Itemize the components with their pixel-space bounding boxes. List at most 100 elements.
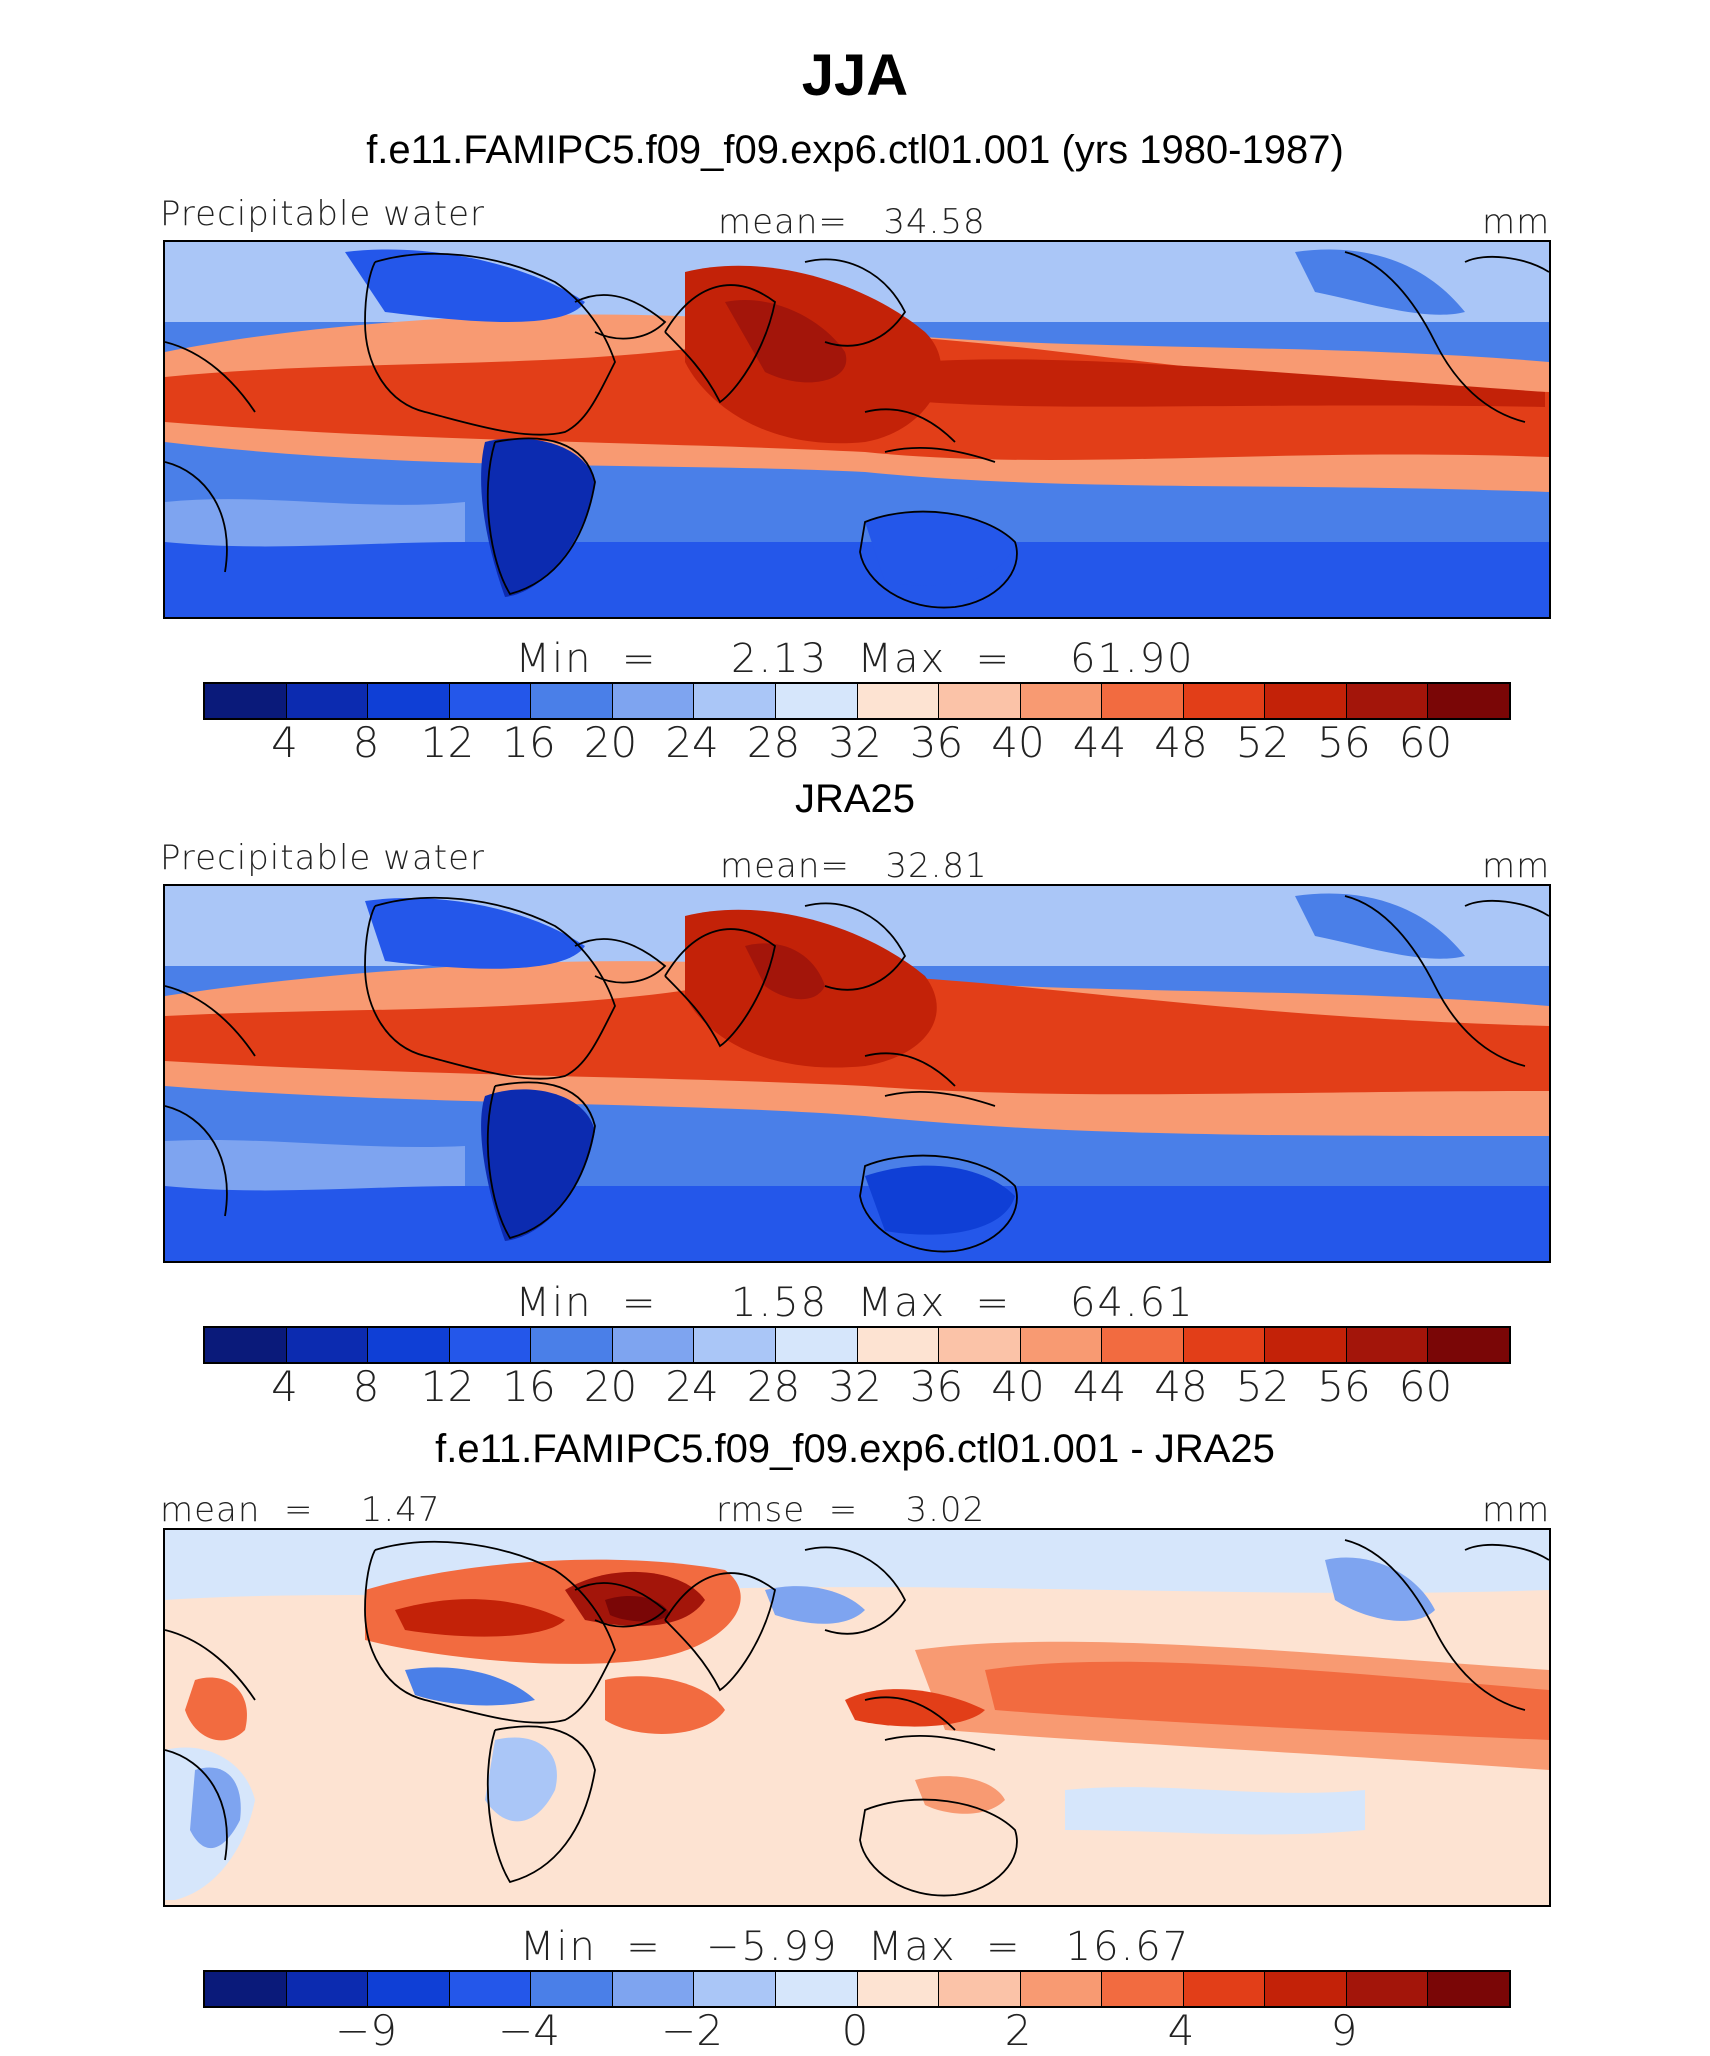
colorbar-tick-label: 56 bbox=[1317, 718, 1371, 767]
panel-3-colorbar bbox=[203, 1970, 1511, 2008]
colorbar-segment bbox=[1020, 684, 1103, 718]
colorbar-segment bbox=[775, 1328, 858, 1362]
colorbar-segment bbox=[531, 684, 613, 718]
colorbar-segment bbox=[939, 1972, 1021, 2006]
colorbar-tick-label: 28 bbox=[746, 1362, 801, 1411]
colorbar-tick-label: 4 bbox=[1167, 2006, 1195, 2055]
colorbar-tick-label: 12 bbox=[420, 1362, 475, 1411]
colorbar-segment bbox=[694, 684, 776, 718]
colorbar-tick-label: 12 bbox=[420, 718, 475, 767]
colorbar-segment bbox=[612, 684, 695, 718]
colorbar-tick-label: 44 bbox=[1072, 718, 1127, 767]
colorbar-segment bbox=[205, 1972, 287, 2006]
colorbar-tick-label: 40 bbox=[991, 718, 1045, 767]
colorbar-tick-label: 40 bbox=[991, 1362, 1045, 1411]
panel-2-field bbox=[165, 886, 1549, 1261]
colorbar-segment bbox=[286, 684, 369, 718]
colorbar-tick-label: 52 bbox=[1235, 1362, 1290, 1411]
panel-1-variable-label: Precipitable water bbox=[160, 194, 486, 234]
colorbar-tick-label: 48 bbox=[1154, 718, 1208, 767]
colorbar-tick-label: 4 bbox=[271, 1362, 298, 1411]
colorbar-segment bbox=[1183, 684, 1266, 718]
colorbar-tick-label: 60 bbox=[1398, 1362, 1453, 1411]
panel-3-minmax: Min = −5.99 Max = 16.67 bbox=[519, 1924, 1191, 1970]
panel-2-mean-label: mean= 32.81 bbox=[720, 846, 988, 886]
colorbar-tick-label: 32 bbox=[828, 718, 882, 767]
panel-2-map bbox=[163, 884, 1551, 1263]
panel-2-minmax: Min = 1.58 Max = 64.61 bbox=[515, 1280, 1195, 1326]
colorbar-segment bbox=[775, 1972, 858, 2006]
colorbar-tick-label: 52 bbox=[1235, 718, 1290, 767]
colorbar-segment bbox=[775, 684, 858, 718]
colorbar-segment bbox=[1265, 684, 1347, 718]
colorbar-segment bbox=[449, 684, 532, 718]
colorbar-tick-label: 16 bbox=[502, 1362, 556, 1411]
colorbar-segment bbox=[1265, 1972, 1347, 2006]
panel-1-colorbar bbox=[203, 682, 1511, 720]
colorbar-segment bbox=[857, 684, 940, 718]
colorbar-segment bbox=[1428, 1328, 1509, 1362]
panel-2-variable-label: Precipitable water bbox=[160, 838, 486, 878]
colorbar-tick-label: −9 bbox=[335, 2006, 397, 2055]
colorbar-segment bbox=[939, 1328, 1021, 1362]
colorbar-segment bbox=[1428, 1972, 1509, 2006]
panel-3-map bbox=[163, 1528, 1551, 1907]
colorbar-tick-label: 8 bbox=[352, 1362, 380, 1411]
panel-2-colorbar-ticks: 4 8 12 16 20 24 28 32 36 40 44 48 52 56 60 bbox=[203, 1362, 1511, 1412]
panel-1-minmax: Min = 2.13 Max = 61.90 bbox=[515, 636, 1195, 682]
colorbar-segment bbox=[1183, 1972, 1266, 2006]
colorbar-tick-label: 32 bbox=[828, 1362, 882, 1411]
panel-3-rmse-label: rmse = 3.02 bbox=[716, 1490, 986, 1530]
panel-2-units-label: mm bbox=[1482, 846, 1551, 886]
colorbar-segment bbox=[1102, 1328, 1184, 1362]
colorbar-tick-label: 2 bbox=[1004, 2006, 1032, 2055]
colorbar-segment bbox=[531, 1328, 613, 1362]
colorbar-segment bbox=[368, 1328, 450, 1362]
colorbar-tick-label: 48 bbox=[1154, 1362, 1208, 1411]
colorbar-segment bbox=[531, 1972, 613, 2006]
panel-3-field bbox=[165, 1530, 1549, 1905]
colorbar-segment bbox=[1346, 684, 1429, 718]
colorbar-tick-label: 56 bbox=[1317, 1362, 1371, 1411]
panel-3-units-label: mm bbox=[1482, 1490, 1551, 1530]
colorbar-segment bbox=[1020, 1328, 1103, 1362]
colorbar-segment bbox=[1265, 1328, 1347, 1362]
colorbar-segment bbox=[857, 1972, 940, 2006]
colorbar-tick-label: 0 bbox=[841, 2006, 869, 2055]
colorbar-tick-label: −4 bbox=[498, 2006, 560, 2055]
colorbar-segment bbox=[612, 1972, 695, 2006]
colorbar-segment bbox=[939, 684, 1021, 718]
colorbar-segment bbox=[1346, 1328, 1429, 1362]
colorbar-segment bbox=[286, 1972, 369, 2006]
colorbar-segment bbox=[368, 684, 450, 718]
colorbar-segment bbox=[449, 1328, 532, 1362]
panel-1-mean-label: mean= 34.58 bbox=[718, 202, 986, 242]
colorbar-tick-label: −2 bbox=[661, 2006, 723, 2055]
panel-2-heading: JRA25 bbox=[794, 777, 916, 821]
panel-3-mean-label: mean = 1.47 bbox=[160, 1490, 441, 1530]
colorbar-segment bbox=[1102, 684, 1184, 718]
colorbar-tick-label: 28 bbox=[746, 718, 801, 767]
panel-1-colorbar-ticks: 4 8 12 16 20 24 28 32 36 40 44 48 52 56 60 bbox=[203, 718, 1511, 768]
colorbar-segment bbox=[1020, 1972, 1103, 2006]
colorbar-tick-label: 4 bbox=[271, 718, 298, 767]
colorbar-tick-label: 9 bbox=[1330, 2006, 1358, 2055]
colorbar-tick-label: 16 bbox=[502, 718, 556, 767]
colorbar-tick-label: 24 bbox=[665, 718, 719, 767]
colorbar-tick-label: 8 bbox=[352, 718, 380, 767]
colorbar-segment bbox=[694, 1972, 776, 2006]
panel-1-map bbox=[163, 240, 1551, 619]
colorbar-tick-label: 36 bbox=[909, 1362, 964, 1411]
colorbar-tick-label: 36 bbox=[909, 718, 964, 767]
colorbar-segment bbox=[694, 1328, 776, 1362]
colorbar-tick-label: 20 bbox=[583, 1362, 638, 1411]
colorbar-segment bbox=[205, 684, 287, 718]
panel-1-heading: f.e11.FAMIPC5.f09_f09.exp6.ctl01.001 (yr… bbox=[366, 128, 1344, 172]
colorbar-segment bbox=[1102, 1972, 1184, 2006]
panel-1-units-label: mm bbox=[1482, 202, 1551, 242]
figure-title: JJA bbox=[801, 43, 909, 108]
panel-3-colorbar-ticks: −9 −4 −2 0 2 4 9 bbox=[203, 2006, 1511, 2056]
colorbar-tick-label: 24 bbox=[665, 1362, 719, 1411]
colorbar-tick-label: 20 bbox=[583, 718, 638, 767]
colorbar-segment bbox=[1428, 684, 1509, 718]
